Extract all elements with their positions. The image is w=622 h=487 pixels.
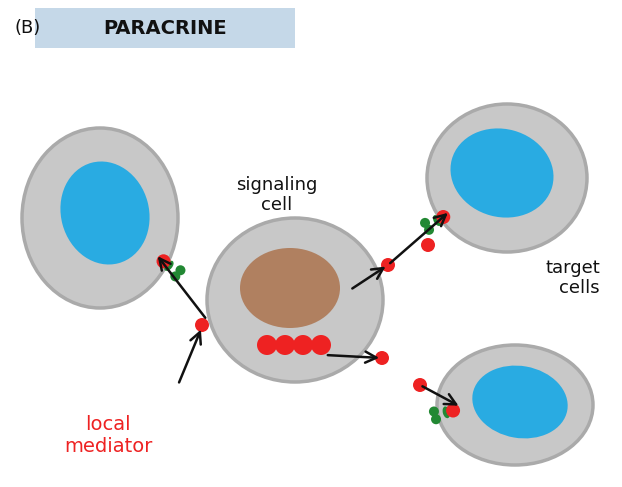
Ellipse shape xyxy=(164,261,174,271)
Circle shape xyxy=(275,335,295,355)
Circle shape xyxy=(257,335,277,355)
Circle shape xyxy=(381,258,395,272)
Circle shape xyxy=(311,335,331,355)
Circle shape xyxy=(420,218,430,228)
Circle shape xyxy=(424,225,434,235)
Ellipse shape xyxy=(443,407,450,418)
Ellipse shape xyxy=(450,129,554,218)
Text: signaling
cell: signaling cell xyxy=(236,176,318,214)
Circle shape xyxy=(170,271,180,281)
Text: PARACRINE: PARACRINE xyxy=(103,19,227,37)
Ellipse shape xyxy=(433,215,442,226)
Ellipse shape xyxy=(472,366,568,438)
Circle shape xyxy=(293,335,313,355)
Ellipse shape xyxy=(207,218,383,382)
Circle shape xyxy=(436,210,450,224)
Circle shape xyxy=(157,254,170,268)
Text: (B): (B) xyxy=(15,19,41,37)
Circle shape xyxy=(413,378,427,392)
Circle shape xyxy=(446,404,460,417)
Ellipse shape xyxy=(22,128,178,308)
Circle shape xyxy=(175,265,185,275)
Ellipse shape xyxy=(60,162,149,264)
Circle shape xyxy=(195,318,209,332)
Circle shape xyxy=(431,414,441,424)
Circle shape xyxy=(421,238,435,252)
Ellipse shape xyxy=(437,345,593,465)
Circle shape xyxy=(375,351,389,365)
Ellipse shape xyxy=(427,104,587,252)
FancyBboxPatch shape xyxy=(35,8,295,48)
Text: local
mediator: local mediator xyxy=(64,414,152,455)
Ellipse shape xyxy=(240,248,340,328)
Text: target
cells: target cells xyxy=(545,259,600,298)
Circle shape xyxy=(429,407,439,416)
